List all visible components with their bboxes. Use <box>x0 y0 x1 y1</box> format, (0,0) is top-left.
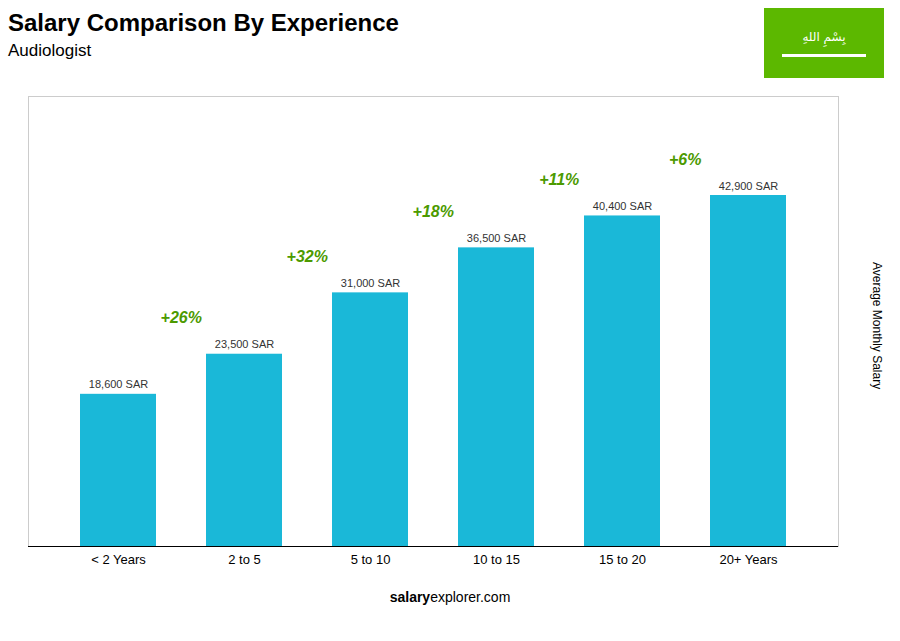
html-text:Salary Comparison By Experienc: Salary Comparison By Experience <box>8 9 399 36</box>
svg-text:2 to 5: 2 to 5 <box>228 552 261 567</box>
svg-text:31,000 SAR: 31,000 SAR <box>341 277 400 289</box>
svg-text:5 to 10: 5 to 10 <box>351 552 391 567</box>
svg-text:+32%: +32% <box>287 248 328 265</box>
svg-text:10 to 15: 10 to 15 <box>473 552 520 567</box>
svg-text:23,500 SAR: 23,500 SAR <box>215 338 274 350</box>
svg-text:40,400 SAR: 40,400 SAR <box>593 200 652 212</box>
svg-text:42,900 SAR: 42,900 SAR <box>719 180 778 192</box>
html-text:Audiologist: Audiologist <box>8 41 92 60</box>
html-text:Average Monthly Salary: Average Monthly Salary <box>870 262 884 390</box>
svg-text:20+ Years: 20+ Years <box>719 552 778 567</box>
svg-text:+6%: +6% <box>669 151 701 168</box>
html-text:بِسْمِ اللهِ: بِسْمِ اللهِ <box>802 29 846 44</box>
svg-text:15 to 20: 15 to 20 <box>599 552 646 567</box>
svg-text:36,500 SAR: 36,500 SAR <box>467 232 526 244</box>
svg-text:+18%: +18% <box>413 203 454 220</box>
svg-text:< 2 Years: < 2 Years <box>91 552 146 567</box>
html-text:salary explorer.com: salary explorer.com <box>389 589 511 605</box>
svg-text:+26%: +26% <box>161 309 202 326</box>
svg-text:+11%: +11% <box>539 171 579 188</box>
svg-text:18,600 SAR: 18,600 SAR <box>89 378 148 390</box>
